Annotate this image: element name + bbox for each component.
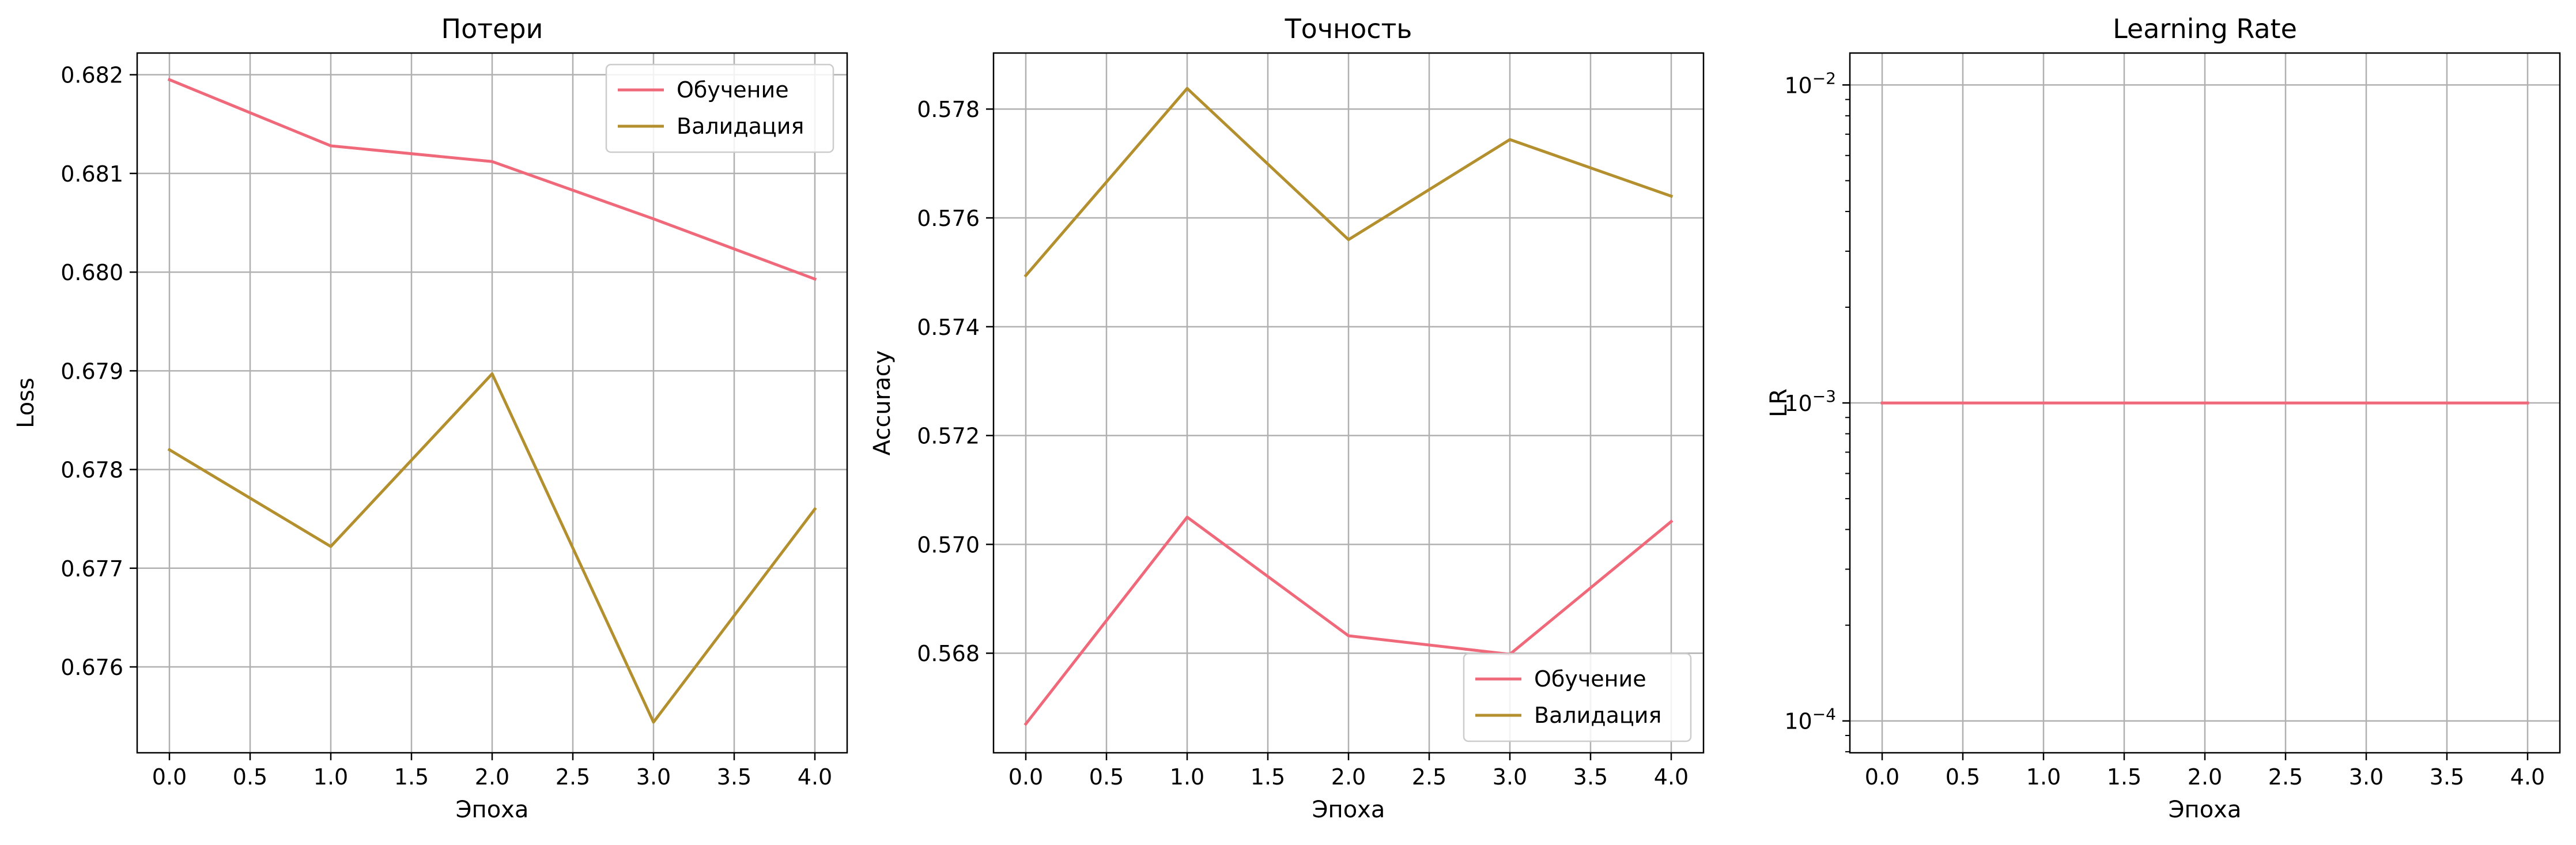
x-tick-label: 3.5 xyxy=(1573,764,1608,790)
y-tick-label: 0.676 xyxy=(61,655,123,680)
legend-label: Обучение xyxy=(677,77,789,103)
x-tick-label: 3.0 xyxy=(1493,764,1527,790)
x-axis-label: Эпоха xyxy=(456,797,529,823)
legend-label: Обучение xyxy=(1534,666,1646,692)
x-tick-label: 0.5 xyxy=(1946,764,1980,790)
y-tick-label: 0.680 xyxy=(61,260,123,285)
x-axis-label: Эпоха xyxy=(1312,797,1385,823)
x-tick-label: 3.0 xyxy=(636,764,671,790)
x-tick-label: 1.0 xyxy=(1170,764,1204,790)
y-tick-label: 0.681 xyxy=(61,161,123,187)
y-tick-label: 10−4 xyxy=(1784,705,1836,734)
x-tick-label: 3.5 xyxy=(717,764,751,790)
x-tick-label: 2.5 xyxy=(2268,764,2303,790)
series-line-validation xyxy=(167,372,817,724)
x-tick-label: 1.0 xyxy=(2026,764,2061,790)
x-tick-label: 2.0 xyxy=(1331,764,1366,790)
y-axis-label: LR xyxy=(1766,388,1792,417)
x-tick-label: 3.5 xyxy=(2430,764,2464,790)
y-tick-label: 0.576 xyxy=(917,206,980,231)
legend-label: Валидация xyxy=(1534,703,1661,728)
x-tick-label: 4.0 xyxy=(2510,764,2545,790)
y-tick-label: 0.578 xyxy=(917,97,980,122)
x-tick-label: 0.0 xyxy=(152,764,187,790)
chart-panel-3: 0.0 0.5 1.0 1.5 2.0 2.5 3.0 3.5 4.0 10−4 10−3 10−2 L… xyxy=(1766,13,2561,823)
x-tick-label: 4.0 xyxy=(1654,764,1689,790)
chart-title: Точность xyxy=(1285,13,1412,44)
x-tick-label: 1.5 xyxy=(2107,764,2141,790)
y-tick-label: 10−3 xyxy=(1784,387,1836,416)
y-axis-label: Accuracy xyxy=(869,350,896,456)
y-tick-label: 0.572 xyxy=(917,424,980,449)
legend: Обучение Валидация xyxy=(605,63,834,153)
x-tick-label: 2.0 xyxy=(2188,764,2222,790)
y-tick-label: 0.678 xyxy=(61,458,123,483)
chart-panel-1: 0.0 0.5 1.0 1.5 2.0 2.5 3.0 3.5 4.0 0.676 0.677 0.6… xyxy=(13,13,848,823)
x-tick-label: 1.0 xyxy=(313,764,348,790)
chart-title: Потери xyxy=(441,13,543,44)
chart-title: Learning Rate xyxy=(2113,13,2297,44)
y-tick-label: 10−2 xyxy=(1784,69,1836,98)
y-axis-label: Loss xyxy=(13,378,39,428)
chart-panel-2: 0.0 0.5 1.0 1.5 2.0 2.5 3.0 3.5 4.0 0.568 0.570 0.5… xyxy=(869,13,1705,823)
x-tick-label: 2.5 xyxy=(1412,764,1446,790)
legend-box xyxy=(605,63,834,153)
x-tick-label: 3.0 xyxy=(2349,764,2384,790)
x-tick-label: 4.0 xyxy=(798,764,832,790)
y-tick-label: 0.570 xyxy=(917,532,980,557)
x-axis-label: Эпоха xyxy=(2169,797,2242,823)
legend-label: Валидация xyxy=(677,114,804,139)
legend: Обучение Валидация xyxy=(1463,652,1692,742)
x-tick-label: 0.5 xyxy=(233,764,267,790)
y-tick-label: 0.574 xyxy=(917,315,980,340)
y-tick-label: 0.679 xyxy=(61,359,123,384)
x-tick-label: 2.0 xyxy=(475,764,509,790)
y-tick-label: 0.568 xyxy=(917,641,980,666)
series-line-train xyxy=(167,77,817,281)
legend-box xyxy=(1463,652,1692,742)
y-tick-label: 0.677 xyxy=(61,556,123,582)
x-tick-label: 0.0 xyxy=(1865,764,1899,790)
series-line-train xyxy=(1023,515,1674,726)
x-tick-label: 1.5 xyxy=(1251,764,1285,790)
y-tick-label: 0.682 xyxy=(61,63,123,88)
x-tick-label: 1.5 xyxy=(394,764,429,790)
x-tick-label: 0.5 xyxy=(1089,764,1124,790)
x-tick-label: 0.0 xyxy=(1009,764,1043,790)
series-line-validation xyxy=(1023,86,1674,278)
x-tick-label: 2.5 xyxy=(556,764,590,790)
